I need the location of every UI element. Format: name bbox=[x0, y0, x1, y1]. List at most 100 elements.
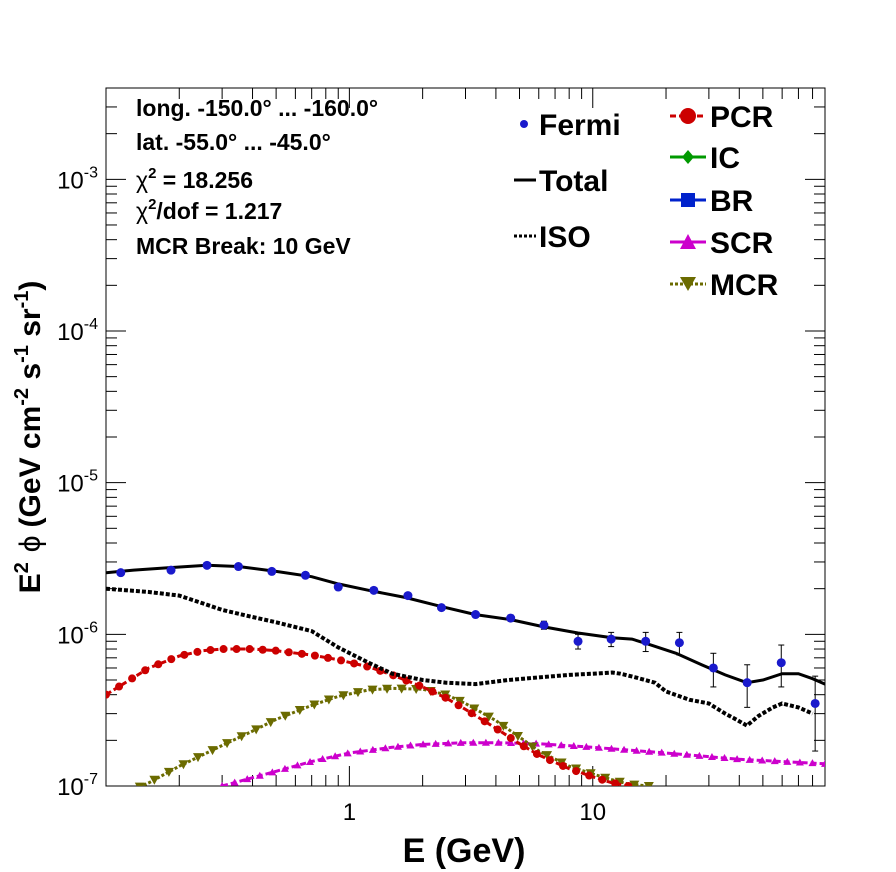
mcr-point bbox=[134, 782, 145, 786]
y-title-sr-exp: -1 bbox=[11, 291, 33, 309]
mcr-point bbox=[542, 751, 553, 761]
pcr-point bbox=[128, 674, 137, 683]
scr-point bbox=[280, 764, 289, 772]
chi-value: = 18.256 bbox=[156, 167, 253, 193]
fermi-point bbox=[506, 613, 516, 623]
scr-point bbox=[720, 754, 729, 762]
scr-point bbox=[331, 752, 340, 760]
x-tick-label: 10 bbox=[579, 799, 606, 826]
legend-br-marker bbox=[681, 193, 695, 207]
scr-point bbox=[808, 759, 817, 767]
pcr-point bbox=[115, 682, 124, 691]
y-title-sr: sr bbox=[14, 308, 47, 345]
mcr-point bbox=[483, 712, 494, 722]
pcr-point bbox=[337, 656, 346, 665]
annotations: long. -150.0° ... -160.0° lat. -55.0° ..… bbox=[136, 95, 378, 259]
scr-point bbox=[707, 752, 716, 760]
mcr-point bbox=[207, 746, 218, 756]
scr-point bbox=[431, 739, 440, 747]
y-title-s: s bbox=[14, 363, 47, 388]
pcr-point bbox=[598, 775, 607, 784]
pcr-point bbox=[310, 651, 319, 660]
scr-point bbox=[770, 757, 779, 765]
legend-total-label: Total bbox=[539, 165, 608, 198]
y-title-e: E bbox=[14, 573, 47, 593]
scr-point bbox=[607, 744, 616, 752]
fermi-point bbox=[116, 568, 126, 578]
pcr-point bbox=[245, 645, 254, 654]
y-tick-base: 10 bbox=[57, 319, 84, 346]
fermi-point bbox=[776, 658, 786, 668]
scr-point bbox=[444, 739, 453, 747]
mcr-point bbox=[265, 718, 276, 728]
mcr-point bbox=[149, 775, 160, 785]
pcr-point bbox=[519, 742, 528, 751]
pcr-point bbox=[611, 779, 620, 786]
annotation-longitude: long. -150.0° ... -160.0° bbox=[136, 95, 378, 121]
legend-ic-label: IC bbox=[710, 142, 740, 175]
y-tick-label: 10-7 bbox=[57, 771, 98, 801]
mcr-point bbox=[338, 691, 349, 701]
mcr-point bbox=[396, 684, 407, 694]
mcr-point bbox=[382, 684, 393, 694]
scr-point bbox=[657, 748, 666, 756]
annotation-chi2: χ2 = 18.256 bbox=[136, 165, 253, 193]
legend-ic-marker bbox=[682, 150, 694, 164]
legend-scr-marker bbox=[680, 234, 696, 249]
y-tick-exponent: -7 bbox=[84, 771, 98, 788]
annotation-latitude: lat. -55.0° ... -45.0° bbox=[136, 129, 331, 155]
fermi-point bbox=[300, 570, 310, 580]
mcr-point bbox=[309, 700, 320, 710]
scr-point bbox=[456, 738, 465, 746]
pcr-point bbox=[297, 649, 306, 658]
y-title-cm-exp: -2 bbox=[11, 388, 33, 406]
y-title-close: ) bbox=[14, 281, 47, 291]
scr-point bbox=[356, 747, 365, 755]
mcr-point bbox=[222, 739, 233, 749]
pcr-point bbox=[141, 666, 150, 675]
pcr-point bbox=[271, 646, 280, 655]
iso-line bbox=[106, 586, 814, 729]
scr-point bbox=[670, 749, 679, 757]
fermi-point bbox=[810, 698, 820, 708]
pcr-point bbox=[532, 749, 541, 758]
mcr-point bbox=[192, 753, 203, 763]
chi-symbol-dof: χ bbox=[136, 198, 148, 224]
legend-scr-label: SCR bbox=[710, 227, 774, 260]
pcr-point bbox=[559, 761, 568, 770]
y-tick-exponent: -3 bbox=[84, 164, 98, 181]
mcr-point bbox=[236, 732, 247, 742]
pcr-point bbox=[506, 734, 515, 743]
scr-point bbox=[494, 738, 503, 746]
y-tick-exponent: -4 bbox=[84, 316, 98, 333]
fermi-point bbox=[333, 582, 343, 592]
pcr-point bbox=[206, 646, 215, 655]
mcr-point bbox=[352, 688, 363, 698]
scr-point bbox=[594, 743, 603, 751]
scr-point bbox=[783, 757, 792, 765]
y-tick-exponent: -5 bbox=[84, 468, 98, 485]
y-axis-title: E2ϕ(GeV cm-2 s-1 sr-1) bbox=[11, 281, 47, 594]
pcr-point bbox=[154, 660, 163, 669]
fermi-point bbox=[369, 585, 379, 595]
scr-point bbox=[243, 775, 252, 783]
scr-point bbox=[393, 742, 402, 750]
scr-point bbox=[343, 749, 352, 757]
pcr-point bbox=[585, 771, 594, 780]
mcr-point bbox=[280, 711, 291, 721]
scr-point bbox=[620, 745, 629, 753]
y-tick-label: 10-3 bbox=[57, 164, 98, 194]
scr-point bbox=[695, 751, 704, 759]
pcr-point bbox=[441, 693, 450, 702]
scr-point bbox=[821, 759, 825, 767]
fermi-point bbox=[641, 636, 651, 646]
fermi-point bbox=[708, 663, 718, 673]
pcr-point bbox=[180, 650, 189, 659]
fermi-point bbox=[606, 634, 616, 644]
mcr-point bbox=[367, 685, 378, 695]
mcr-point bbox=[614, 777, 625, 786]
legend: Fermi Total ISO PCR IC BR SCR MCR bbox=[514, 101, 779, 302]
legend-fermi-label: Fermi bbox=[539, 109, 621, 142]
legend-iso-label: ISO bbox=[539, 221, 591, 254]
scr-point bbox=[255, 771, 264, 779]
